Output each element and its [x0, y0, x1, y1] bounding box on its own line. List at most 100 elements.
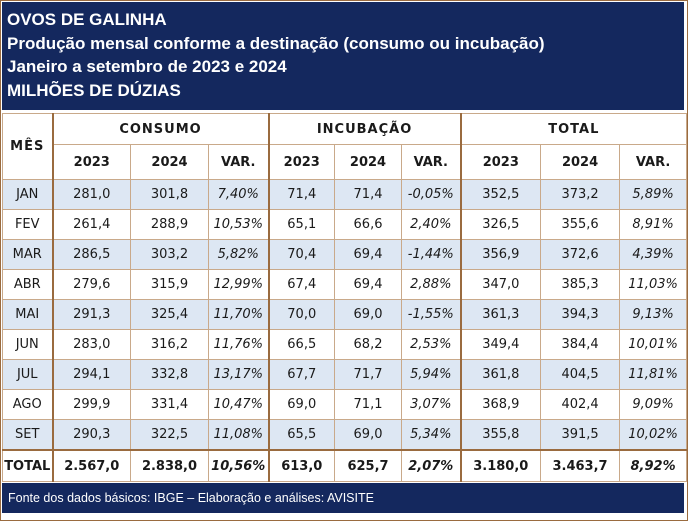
total-2023-cell: 361,3	[459, 299, 542, 330]
consumo-2023-cell: 286,5	[51, 239, 131, 270]
incubacao-2024-cell: 69,4	[334, 239, 403, 270]
total-label: TOTAL	[2, 449, 53, 482]
incubacao-2023-cell: 65,5	[267, 419, 336, 451]
subheader-year-2023: 2023	[267, 144, 336, 180]
total-var-cell: 10,02%	[619, 419, 688, 451]
table-row: FEV 261,4 288,9 10,53% 65,1 66,6 2,40% 326,5 355…	[2, 209, 688, 240]
table-body: JAN 281,0 301,8 7,40% 71,4 71,4 -0,05% 352,5 373…	[2, 179, 688, 451]
incubacao-2023-cell: 66,5	[267, 329, 336, 360]
group-header-incubacao: INCUBAÇÃO	[267, 113, 462, 145]
subheader-var: VAR.	[207, 144, 270, 180]
subheader-year-2024: 2024	[334, 144, 403, 180]
incubacao-var-cell: 5,34%	[401, 419, 462, 451]
incubacao-2024-cell: 69,0	[334, 299, 403, 330]
incubacao-2024-cell: 68,2	[334, 329, 403, 360]
total-var-cell: 8,91%	[619, 209, 688, 240]
subheader-year-2023: 2023	[459, 144, 542, 180]
total-row: TOTAL 2.567,0 2.838,0 10,56% 613,0 625,7…	[2, 449, 688, 482]
total-var-cell: 9,09%	[619, 389, 688, 420]
table-row: AGO 299,9 331,4 10,47% 69,0 71,1 3,07% 368,9 402…	[2, 389, 688, 420]
total-2023-cell: 368,9	[459, 389, 542, 420]
month-cell: AGO	[2, 389, 53, 420]
total-2023-cell: 355,8	[459, 419, 542, 451]
month-cell: FEV	[2, 209, 53, 240]
table-row: MAR 286,5 303,2 5,82% 70,4 69,4 -1,44% 356,9 372…	[2, 239, 688, 270]
total-2024-cell: 394,3	[540, 299, 621, 330]
total-consumo-var: 10,56%	[207, 449, 270, 482]
total-2024-cell: 404,5	[540, 359, 621, 390]
month-cell: SET	[2, 419, 53, 451]
total-var-cell: 4,39%	[619, 239, 688, 270]
consumo-2023-cell: 299,9	[51, 389, 131, 420]
subheader-year-2024: 2024	[130, 144, 209, 180]
incubacao-2023-cell: 67,7	[267, 359, 336, 390]
incubacao-2024-cell: 71,4	[334, 179, 403, 210]
incubacao-2024-cell: 69,4	[334, 269, 403, 300]
total-2024-cell: 372,6	[540, 239, 621, 270]
total-incubacao-var: 2,07%	[401, 449, 462, 482]
consumo-2024-cell: 288,9	[130, 209, 209, 240]
consumo-var-cell: 10,47%	[207, 389, 270, 420]
consumo-2023-cell: 294,1	[51, 359, 131, 390]
month-cell: JUL	[2, 359, 53, 390]
page-title: OVOS DE GALINHA	[7, 10, 167, 29]
incubacao-2023-cell: 71,4	[267, 179, 336, 210]
table-row: JUN 283,0 316,2 11,76% 66,5 68,2 2,53% 349,4 384…	[2, 329, 688, 360]
month-header: MÊS	[2, 113, 53, 180]
incubacao-2023-cell: 65,1	[267, 209, 336, 240]
total-consumo-2024: 2.838,0	[130, 449, 209, 482]
incubacao-2023-cell: 67,4	[267, 269, 336, 300]
total-total-2024: 3.463,7	[540, 449, 621, 482]
total-total-2023: 3.180,0	[459, 449, 542, 482]
total-2023-cell: 349,4	[459, 329, 542, 360]
month-cell: MAR	[2, 239, 53, 270]
total-total-var: 8,92%	[619, 449, 688, 482]
consumo-2024-cell: 325,4	[130, 299, 209, 330]
incubacao-var-cell: 2,40%	[401, 209, 462, 240]
group-header-total: TOTAL	[459, 113, 688, 145]
consumo-2024-cell: 303,2	[130, 239, 209, 270]
subheader-var: VAR.	[401, 144, 462, 180]
month-cell: JAN	[2, 179, 53, 210]
consumo-var-cell: 13,17%	[207, 359, 270, 390]
total-var-cell: 11,81%	[619, 359, 688, 390]
total-2024-cell: 373,2	[540, 179, 621, 210]
total-2023-cell: 361,8	[459, 359, 542, 390]
incubacao-var-cell: 3,07%	[401, 389, 462, 420]
title-block: OVOS DE GALINHA Produção mensal conforme…	[2, 2, 684, 110]
consumo-2023-cell: 283,0	[51, 329, 131, 360]
total-var-cell: 10,01%	[619, 329, 688, 360]
incubacao-2024-cell: 71,1	[334, 389, 403, 420]
total-2024-cell: 384,4	[540, 329, 621, 360]
month-cell: MAI	[2, 299, 53, 330]
table-row: MAI 291,3 325,4 11,70% 70,0 69,0 -1,55% 361,3 39…	[2, 299, 688, 330]
total-incubacao-2023: 613,0	[267, 449, 336, 482]
consumo-2024-cell: 316,2	[130, 329, 209, 360]
incubacao-var-cell: -0,05%	[401, 179, 462, 210]
page-subtitle: Produção mensal conforme a destinação (c…	[7, 33, 545, 53]
incubacao-var-cell: 2,53%	[401, 329, 462, 360]
consumo-2024-cell: 301,8	[130, 179, 209, 210]
incubacao-2023-cell: 70,0	[267, 299, 336, 330]
incubacao-2024-cell: 66,6	[334, 209, 403, 240]
consumo-var-cell: 10,53%	[207, 209, 270, 240]
table-row: SET 290,3 322,5 11,08% 65,5 69,0 5,34% 355,8 391…	[2, 419, 688, 451]
total-2023-cell: 352,5	[459, 179, 542, 210]
incubacao-2024-cell: 69,0	[334, 419, 403, 451]
month-cell: JUN	[2, 329, 53, 360]
total-consumo-2023: 2.567,0	[51, 449, 131, 482]
incubacao-var-cell: 5,94%	[401, 359, 462, 390]
total-var-cell: 9,13%	[619, 299, 688, 330]
consumo-2023-cell: 261,4	[51, 209, 131, 240]
total-2023-cell: 347,0	[459, 269, 542, 300]
incubacao-2024-cell: 71,7	[334, 359, 403, 390]
consumo-var-cell: 11,70%	[207, 299, 270, 330]
month-cell: ABR	[2, 269, 53, 300]
incubacao-var-cell: -1,44%	[401, 239, 462, 270]
incubacao-var-cell: 2,88%	[401, 269, 462, 300]
subheader-year-2023: 2023	[51, 144, 131, 180]
group-header-consumo: CONSUMO	[51, 113, 270, 145]
table-row: JAN 281,0 301,8 7,40% 71,4 71,4 -0,05% 352,5 373…	[2, 179, 688, 210]
total-2023-cell: 356,9	[459, 239, 542, 270]
consumo-var-cell: 11,08%	[207, 419, 270, 451]
